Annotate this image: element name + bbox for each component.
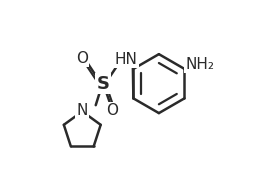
Text: HN: HN bbox=[115, 52, 138, 67]
Text: NH₂: NH₂ bbox=[186, 57, 215, 72]
Text: S: S bbox=[97, 75, 110, 93]
Text: N: N bbox=[76, 103, 88, 118]
Text: O: O bbox=[76, 51, 88, 66]
Text: O: O bbox=[107, 103, 119, 118]
